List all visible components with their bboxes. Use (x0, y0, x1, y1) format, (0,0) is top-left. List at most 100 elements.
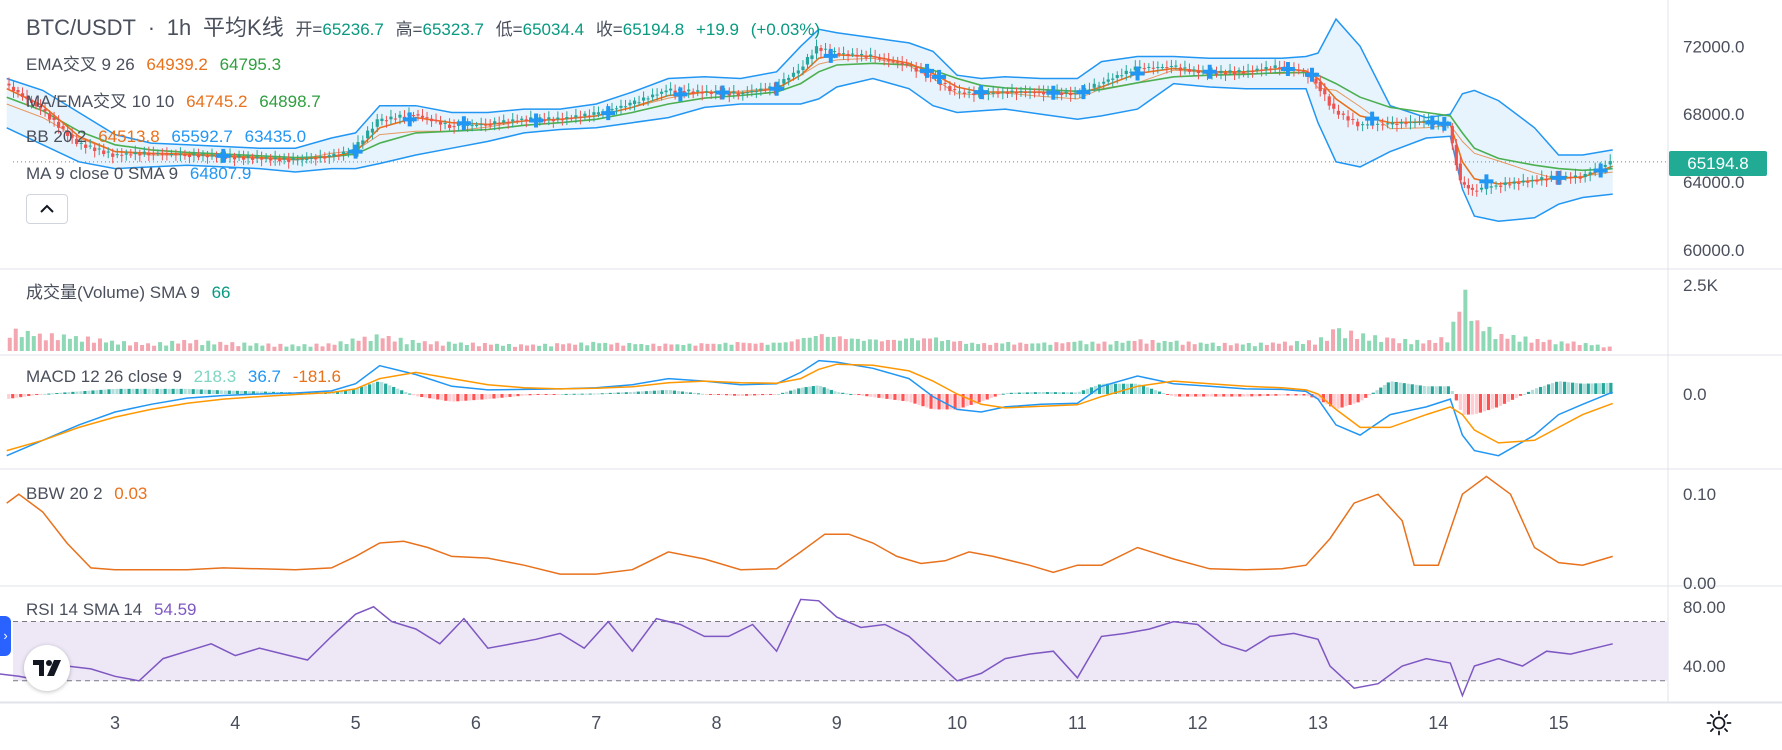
macd-histogram-bar (692, 392, 697, 394)
candle-body (1608, 161, 1612, 165)
macd-histogram-bar (588, 393, 592, 395)
volume-bar (1385, 337, 1390, 351)
macd-histogram-bar (1049, 392, 1053, 394)
cross-marker (1479, 174, 1494, 189)
macd-histogram-bar (889, 394, 893, 400)
candle-body (156, 153, 160, 155)
volume-bar (1030, 343, 1035, 351)
macd-histogram-bar (1379, 387, 1383, 394)
macd-histogram-bar (1398, 382, 1402, 394)
candle-body (29, 99, 34, 103)
candle-body (846, 53, 850, 56)
candle-body (1005, 92, 1010, 94)
candle-body (1466, 184, 1470, 189)
macd-histogram-bar (1486, 394, 1491, 411)
volume-bar (146, 343, 151, 351)
candle-body (241, 157, 246, 160)
bbw-legend[interactable]: BBW 20 2 0.03 (26, 484, 154, 504)
macd-histogram-bar (1510, 394, 1515, 400)
volume-bar (922, 338, 927, 351)
volume-bar (831, 336, 836, 351)
volume-bar (224, 344, 229, 351)
macd-histogram-bar (360, 386, 364, 394)
chart-style-label[interactable]: 平均K线 (203, 15, 284, 40)
volume-bar (543, 343, 548, 351)
macd-histogram-bar (51, 393, 55, 395)
volume-bar (212, 344, 217, 351)
macd-histogram-bar (1302, 394, 1306, 396)
macd-histogram-bar (680, 391, 685, 394)
macd-histogram-bar (624, 392, 628, 394)
candle-body (814, 46, 819, 54)
candle-body (623, 106, 628, 108)
macd-histogram-bar (1474, 394, 1478, 414)
volume-bar (1048, 344, 1053, 351)
symbol-name[interactable]: BTC/USDT (26, 15, 136, 40)
macd-legend[interactable]: MACD 12 26 close 9 218.3 36.7 -181.6 (26, 367, 348, 387)
macd-histogram-bar (1530, 389, 1535, 394)
ma-legend[interactable]: MA 9 close 0 SMA 9 64807.9 (26, 164, 258, 184)
volume-bar (1541, 342, 1546, 351)
candle-body (1535, 180, 1539, 182)
ma-ema-cross-legend[interactable]: MA/EMA交叉 10 10 64745.2 64898.7 (26, 92, 328, 112)
macd-histogram-bar (781, 392, 785, 394)
macd-histogram-bar (416, 394, 420, 397)
tradingview-logo-icon[interactable] (24, 645, 70, 691)
macd-histogram-bar (436, 394, 440, 400)
macd-histogram-bar (215, 390, 219, 394)
candle-body (79, 142, 83, 144)
volume-bar (1222, 342, 1227, 351)
macd-histogram-bar (259, 391, 263, 394)
volume-bar (1216, 345, 1221, 351)
candle-body (1023, 92, 1028, 94)
macd-histogram-bar (1332, 394, 1336, 409)
candle-body (705, 91, 709, 93)
candle-body (1454, 144, 1458, 166)
candle-body (1450, 126, 1454, 144)
macd-histogram-bar (231, 390, 235, 394)
macd-histogram-bar (1410, 384, 1414, 394)
volume-bar (1018, 342, 1023, 351)
candle-body (741, 93, 745, 95)
candle-body (93, 147, 97, 152)
bb-legend[interactable]: BB 20 2 64513.8 65592.7 63435.0 (26, 127, 313, 147)
candle-body (470, 125, 474, 127)
macd-histogram-bar (761, 394, 765, 396)
ema-cross-legend[interactable]: EMA交叉 9 26 64939.2 64795.3 (26, 55, 288, 75)
candle-body (1019, 91, 1023, 93)
rsi-line (0, 598, 1613, 698)
panel-expand-handle[interactable]: › (0, 616, 11, 656)
macd-histogram-bar (732, 394, 737, 396)
candle-body (142, 151, 146, 154)
sun-settings-icon[interactable] (1706, 710, 1732, 736)
low-value: 65034.4 (522, 20, 585, 39)
volume-bar (741, 342, 746, 351)
macd-histogram-bar (664, 390, 668, 394)
volume-bar (1132, 340, 1137, 351)
price-tick-label: 72000.0 (1683, 37, 1744, 56)
macd-histogram-bar (1121, 383, 1126, 394)
macd-histogram-bar (1198, 394, 1202, 397)
rsi-legend[interactable]: RSI 14 SMA 14 54.59 (26, 600, 204, 620)
macd-histogram-bar (826, 388, 830, 394)
candle-body (777, 85, 781, 88)
price-tick-label: 68000.0 (1683, 105, 1744, 124)
candle-body (452, 126, 456, 128)
volume-bar (1475, 320, 1480, 351)
collapse-legend-button[interactable] (26, 194, 68, 224)
candle-body (192, 153, 196, 156)
macd-histogram-bar (628, 392, 632, 394)
candle-body (196, 155, 201, 158)
volume-bar (67, 338, 72, 351)
macd-histogram-bar (131, 388, 135, 394)
macd-histogram-bar (873, 394, 877, 398)
macd-histogram-bar (119, 388, 123, 394)
candle-body (1489, 186, 1493, 188)
macd-histogram-bar (913, 394, 917, 404)
macd-histogram-bar (1069, 392, 1073, 394)
interval-label[interactable]: 1h (166, 15, 192, 40)
candle-body (1475, 190, 1479, 192)
volume-legend[interactable]: 成交量(Volume) SMA 9 66 (26, 283, 237, 303)
volume-bar (735, 341, 740, 351)
